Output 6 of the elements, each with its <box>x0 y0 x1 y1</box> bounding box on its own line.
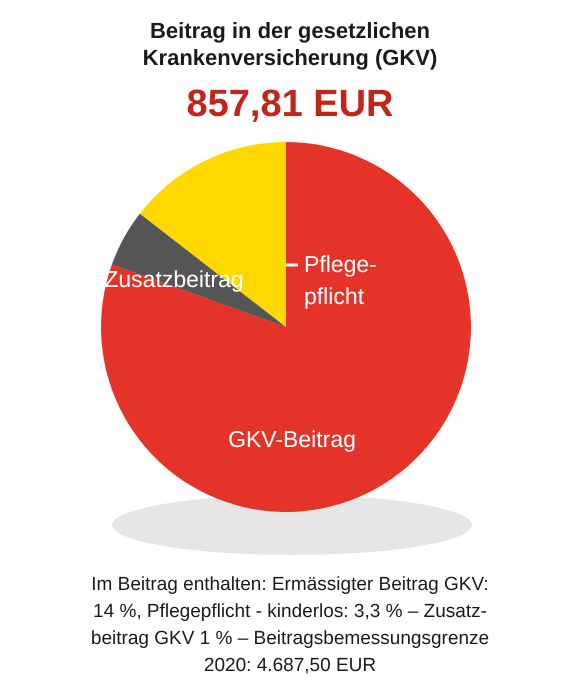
slice-label: Pflege- pflicht <box>304 251 377 309</box>
chart-subtitle: 857,81 EUR <box>186 83 394 125</box>
chart-title: Beitrag in der gesetzlichen Krankenversicherung (GKV) <box>142 18 438 70</box>
text: Im Beitrag enthalten: Ermässigter Beitrag GKV: 14 %, Pflegepflicht - kinderlos: 3,3 % – Zusatz- beitrag GKV 1 % – Beitragsbemessungsgrenze 2020: 4.687,50 EUR <box>90 574 490 676</box>
slice-label: GKV-Beitrag <box>228 426 356 452</box>
pie-slice <box>101 142 471 512</box>
